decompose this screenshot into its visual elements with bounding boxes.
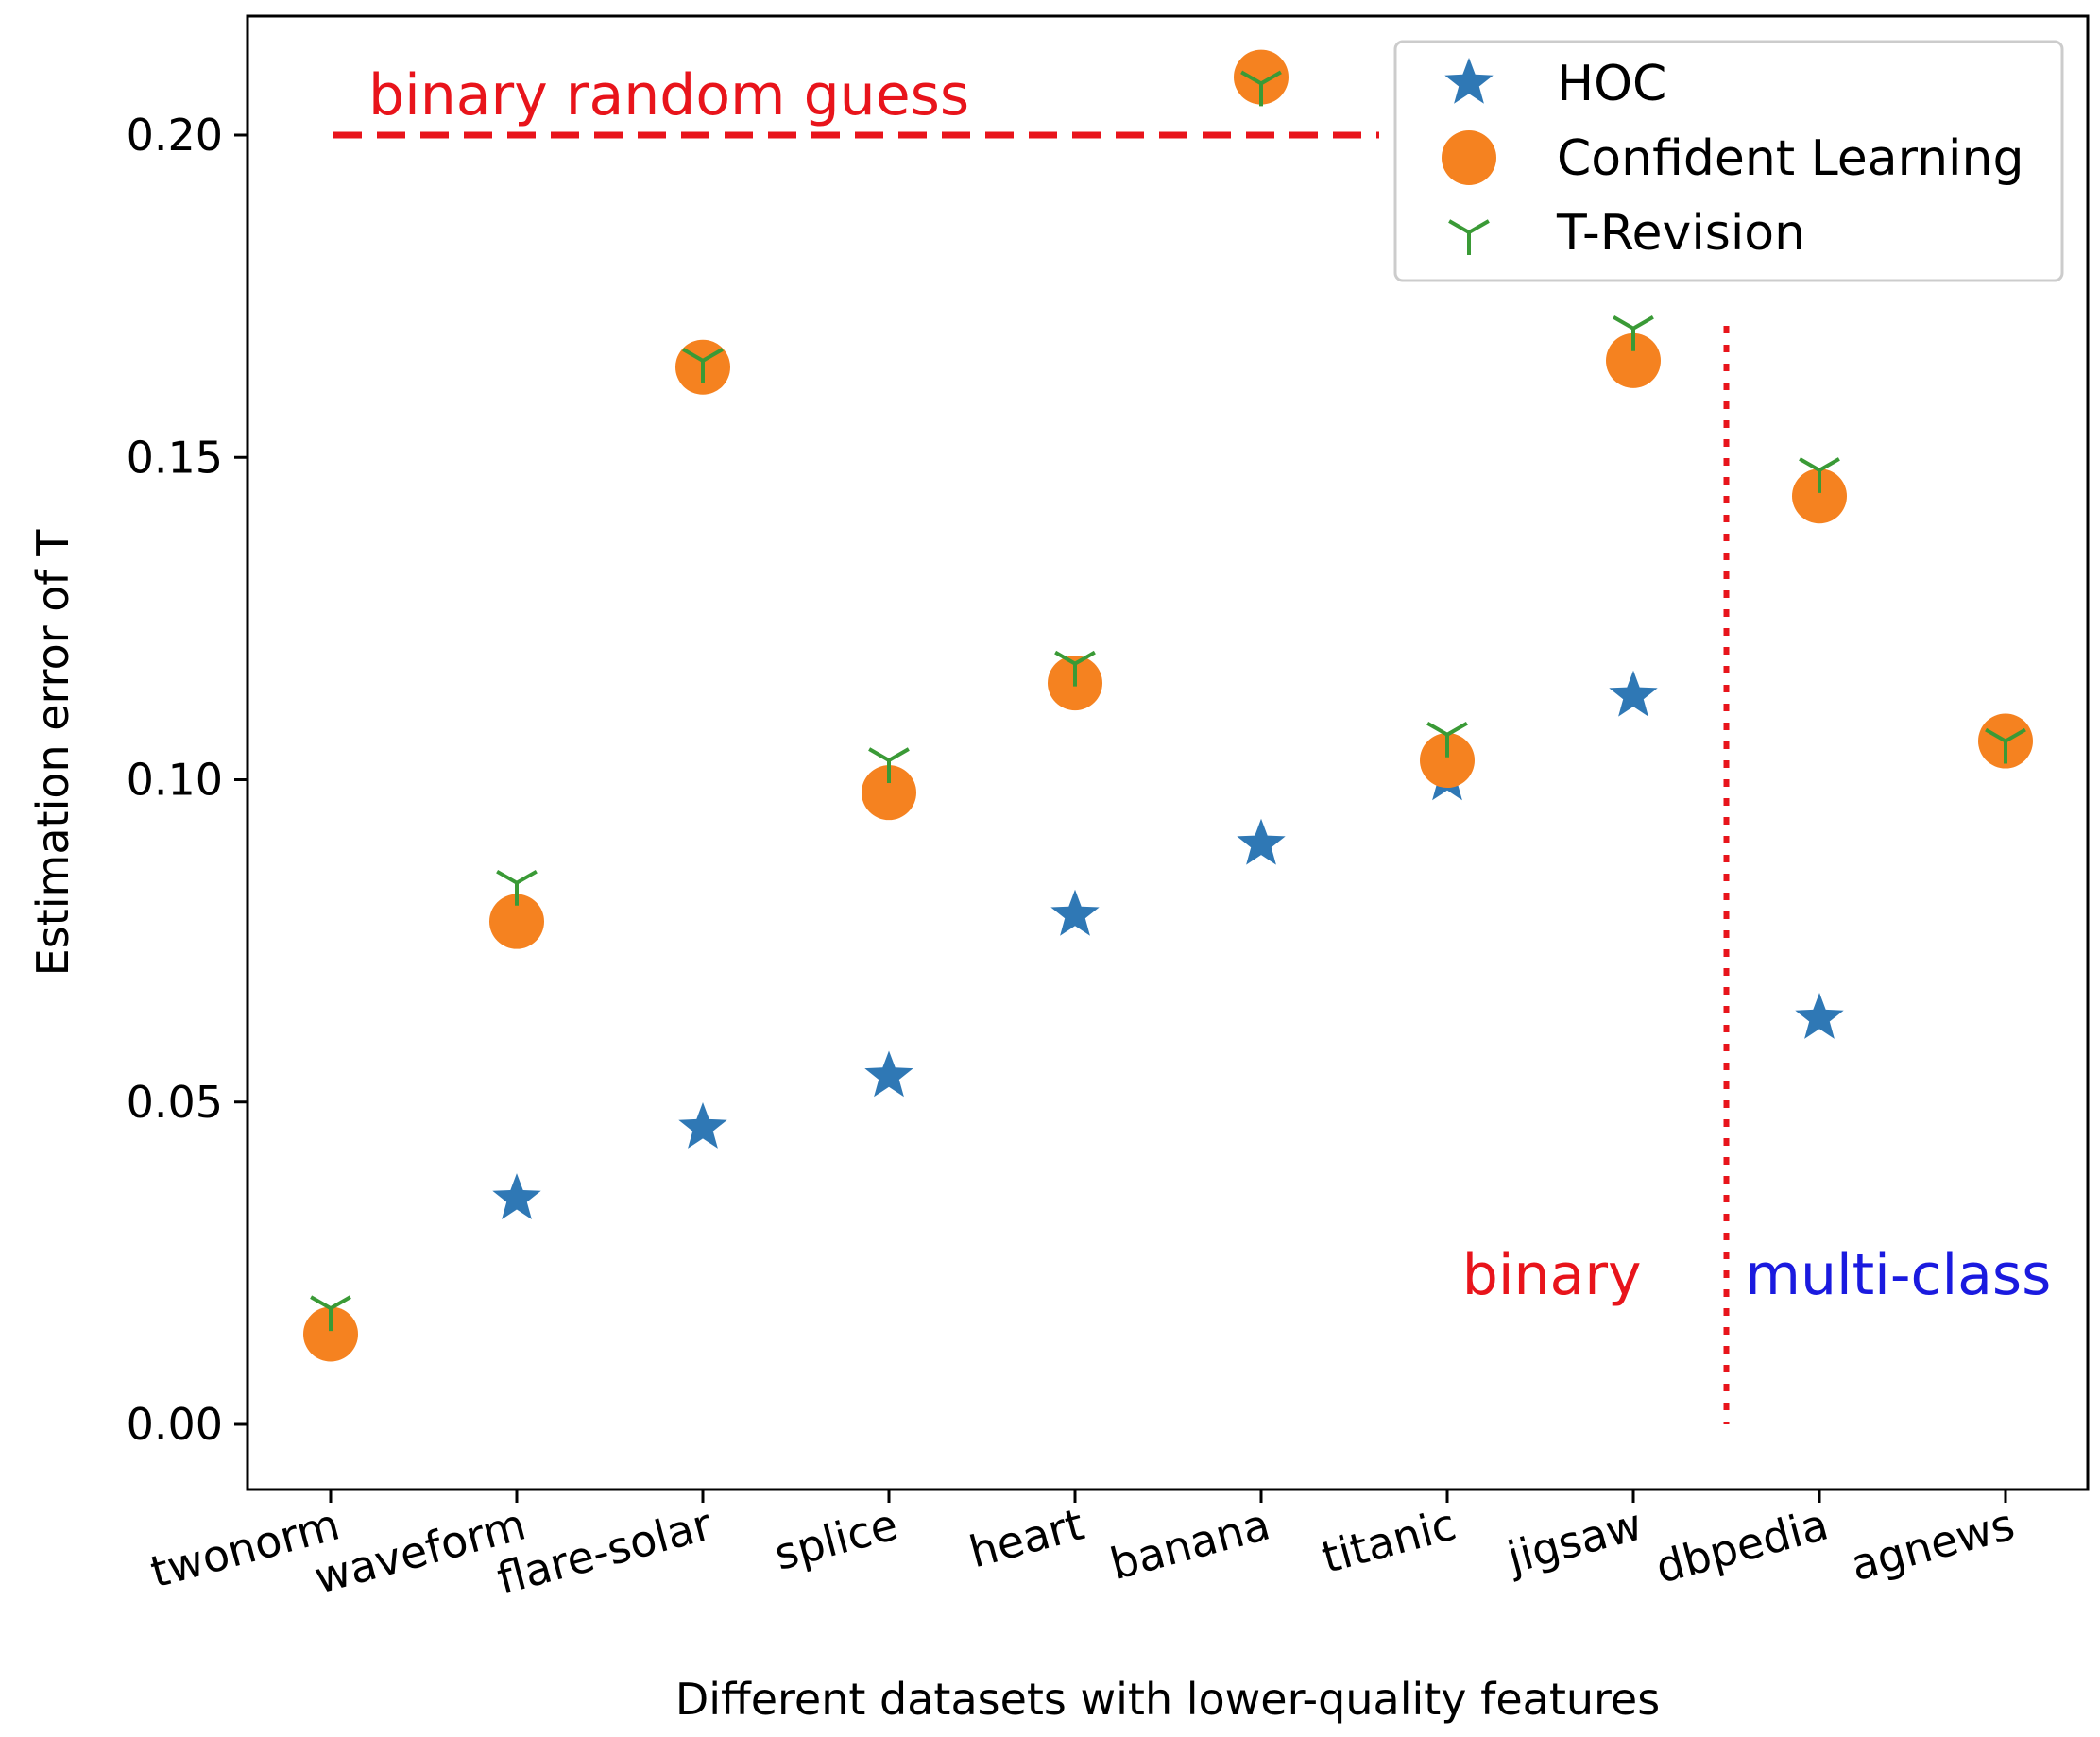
t-revision-point [1054, 650, 1096, 687]
y-tick-label: 0.10 [127, 755, 223, 806]
legend-label-hoc: HOC [1557, 56, 1666, 112]
t-revision-point [1985, 727, 2026, 764]
t-revision-point [310, 1295, 351, 1332]
hoc-point [1795, 993, 1844, 1039]
confident-learning-point [1234, 49, 1289, 105]
t-revision-point [1240, 70, 1282, 107]
x-tick-label: banana [1105, 1498, 1275, 1590]
multi-class-label: multi-class [1746, 1242, 2052, 1308]
t-revision-point [1613, 315, 1654, 351]
x-tick-label: agnews [1845, 1498, 2019, 1591]
legend-marker-confident-learning [1442, 130, 1496, 185]
hoc-point [1050, 889, 1100, 936]
ticks: 0.00 0.05 0.10 0.15 0.20 twonormwaveformflare… [127, 110, 2020, 1605]
t-revision-point [682, 348, 724, 383]
y-tick-label: 0.20 [127, 110, 223, 161]
y-tick-label: 0.00 [127, 1399, 223, 1450]
confident-learning-point [862, 765, 916, 821]
t-revision-point [496, 869, 538, 906]
x-axis-label: Different datasets with lower-quality fe… [675, 1674, 1660, 1725]
legend-label-confident-learning: Confident Learning [1557, 130, 2023, 187]
legend-box [1393, 40, 2064, 282]
y-tick-label: 0.15 [127, 432, 223, 483]
legend-label-t-revision: T-Revision [1556, 205, 1805, 262]
x-tick-label: splice [769, 1498, 903, 1579]
hoc-point [678, 1102, 727, 1149]
x-tick-label: twonorm [145, 1498, 345, 1597]
t-revision-point [868, 747, 910, 784]
t-revision-point [1426, 721, 1468, 758]
x-tick-label: flare-solar [492, 1498, 717, 1604]
legend: HOC Confident Learning T-Revision [1393, 40, 2064, 282]
hoc-point [864, 1050, 913, 1098]
x-tick-label: titanic [1317, 1498, 1461, 1583]
axes [246, 14, 2090, 1491]
confident-learning-point [1792, 468, 1847, 524]
confident-learning-point [1606, 332, 1661, 388]
axes-frame [246, 14, 2090, 1491]
x-tick-label: jigsaw [1501, 1498, 1648, 1583]
confident-learning-point [1420, 733, 1475, 789]
confident-learning-point [303, 1306, 358, 1362]
hoc-point [1609, 670, 1658, 717]
legend-marker-hoc [1444, 58, 1494, 104]
t-revision-point [1799, 457, 1840, 493]
hoc-point [492, 1173, 541, 1219]
hoc-point [1237, 818, 1286, 865]
x-tick-label: dbpedia [1650, 1498, 1834, 1592]
binary-label: binary [1462, 1242, 1642, 1308]
y-tick-label: 0.05 [127, 1077, 223, 1128]
confident-learning-point [489, 894, 544, 949]
y-axis-label: Estimation error of T [27, 529, 78, 977]
x-tick-label: waveform [309, 1498, 531, 1603]
legend-marker-t-revision [1448, 219, 1490, 255]
random-guess-label: binary random guess [368, 62, 969, 128]
plot-area: binary random guess binary multi-class [303, 49, 2052, 1424]
x-tick-label: heart [964, 1498, 1088, 1577]
